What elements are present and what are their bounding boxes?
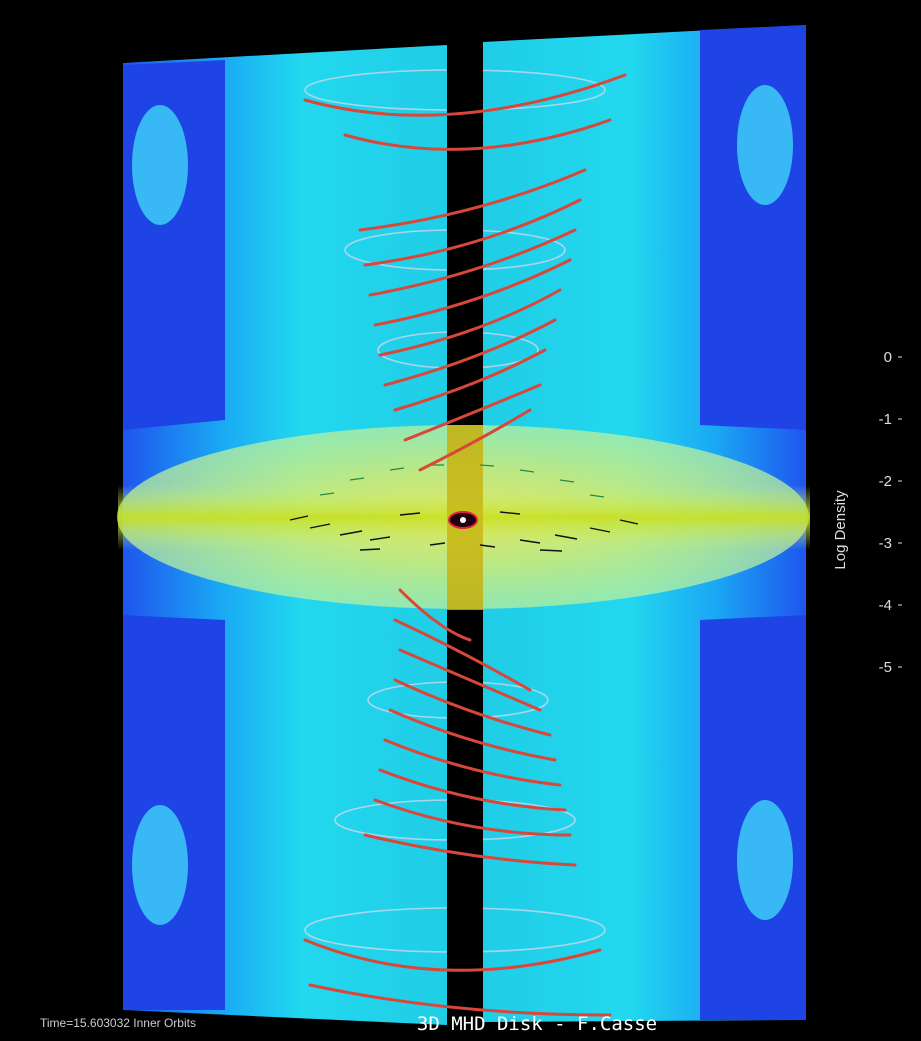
- density-blob: [737, 800, 793, 920]
- colorbar-label: Log Density: [832, 490, 849, 570]
- density-blob: [132, 805, 188, 925]
- page: 0 -1 -2 -3 -4 -5 Log Density Time=15.603032 I…: [0, 0, 921, 1041]
- colorbar-tick-label: -3: [879, 535, 892, 552]
- central-point: [460, 517, 466, 523]
- time-caption: Time=15.603032 Inner Orbits: [40, 1016, 196, 1030]
- density-blob: [737, 85, 793, 205]
- colorbar-tick-label: -1: [879, 411, 892, 428]
- density-blob: [132, 105, 188, 225]
- visualization: 0 -1 -2 -3 -4 -5 Log Density Time=15.603032 I…: [0, 0, 921, 1041]
- colorbar-tick-label: -4: [879, 597, 892, 614]
- colorbar-tick-label: -5: [879, 659, 892, 676]
- colorbar-tick-label: -2: [879, 473, 892, 490]
- colorbar-tick-label: 0: [884, 349, 892, 366]
- caption-title: 3D MHD Disk - F.Casse: [417, 1013, 657, 1035]
